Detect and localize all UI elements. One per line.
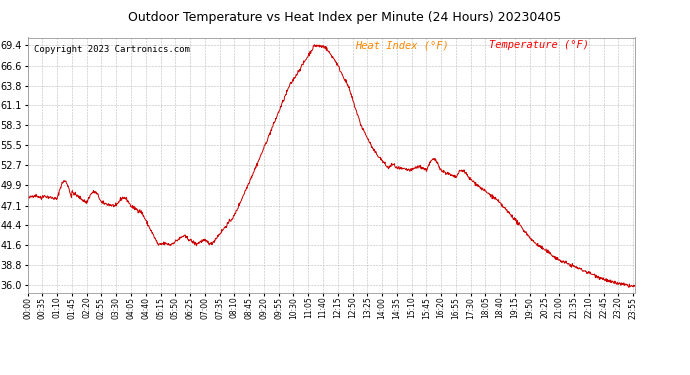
Text: Outdoor Temperature vs Heat Index per Minute (24 Hours) 20230405: Outdoor Temperature vs Heat Index per Mi… — [128, 11, 562, 24]
Text: Copyright 2023 Cartronics.com: Copyright 2023 Cartronics.com — [34, 45, 190, 54]
Text: Heat Index (°F): Heat Index (°F) — [355, 40, 449, 50]
Text: Temperature (°F): Temperature (°F) — [489, 40, 589, 50]
